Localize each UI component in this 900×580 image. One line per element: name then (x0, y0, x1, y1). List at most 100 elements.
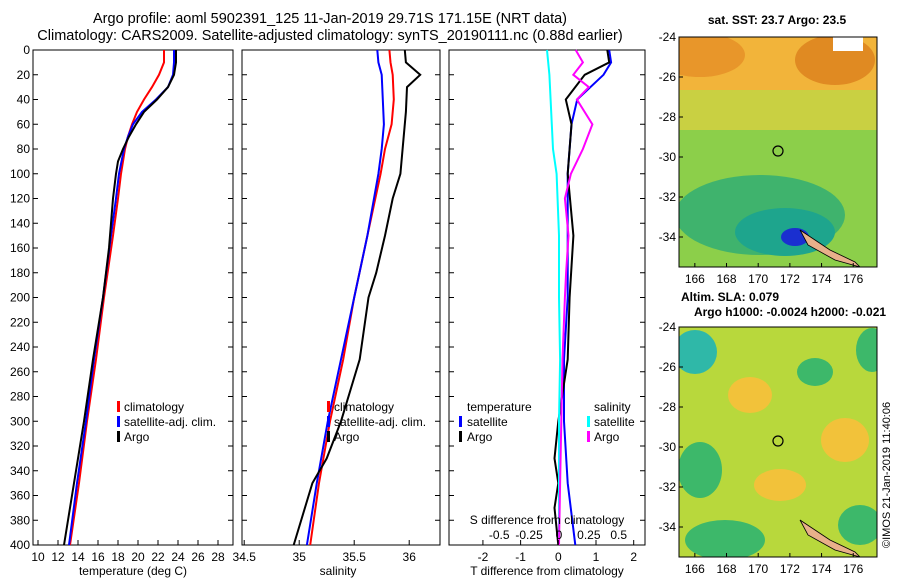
temperature-xtick-label: 12 (51, 550, 65, 564)
difference-top-xtick-label: -0.25 (515, 528, 543, 542)
figure-subtitle: Climatology: CARS2009. Satellite-adjuste… (37, 28, 623, 44)
salinity-xlabel: salinity (320, 564, 357, 578)
difference-line-s-argo (558, 49, 594, 546)
salinity-line-climatology (309, 49, 395, 546)
legend-climatology-label: climatology (124, 400, 184, 414)
sst-ytick-label: -30 (659, 150, 677, 164)
difference-top-xlabel: S difference from climatology (470, 513, 625, 527)
salinity-xtick-label: 36 (403, 550, 417, 564)
salinity-xtick-label: 35 (293, 550, 307, 564)
sla-low-patch (838, 505, 877, 545)
temperature-ytick-label: 360 (10, 489, 30, 503)
difference-xtick-label: 2 (630, 550, 637, 564)
salinity-axes-frame (241, 49, 441, 546)
sst-land-new-zealand (799, 229, 861, 267)
temperature-ytick-label: 220 (10, 315, 30, 329)
legend-satellite-swatch (117, 416, 120, 427)
temperature-line-satellite-adj-clim- (68, 50, 175, 546)
sal-legend-satellite-label: satellite-adj. clim. (334, 415, 426, 429)
sla-low-patch (679, 330, 717, 374)
sla-map: Altim. SLA: 0.079 Argo h1000: -0.0024 h2… (659, 290, 887, 576)
sla-high-patch (728, 377, 772, 413)
sst-map: sat. SST: 23.7 Argo: 23.5 166 168 170 172 17… (659, 13, 878, 286)
legend-salinity-title: salinity (594, 400, 631, 414)
sla-xtick-label: 174 (812, 562, 832, 576)
sst-ytick-label: -28 (659, 110, 677, 124)
sla-xtick-label: 172 (780, 562, 800, 576)
difference-xtick-label: -2 (478, 550, 489, 564)
sst-xtick-label: 168 (717, 272, 737, 286)
sla-ytick-label: -32 (659, 480, 677, 494)
temperature-xtick-label: 20 (131, 550, 145, 564)
legend-t-satellite-label: satellite (467, 415, 508, 429)
sla-low-patch (797, 358, 833, 386)
temperature-legend: climatology satellite-adj. clim. Argo (117, 400, 216, 444)
legend-t-argo-swatch (459, 431, 462, 442)
sla-xtick-label: 176 (843, 562, 863, 576)
temperature-panel: 10 12 14 16 18 20 22 24 26 28 0 20 40 60 80 100 120 140 1… (10, 43, 234, 578)
salinity-panel: 34.5 35 35.5 36 salinity climatology satell… (233, 49, 441, 578)
sla-ytick-label: -26 (659, 360, 677, 374)
temperature-ytick-label: 200 (10, 291, 30, 305)
salinity-xtick-label: 34.5 (233, 550, 257, 564)
sla-xtick-label: 168 (717, 562, 737, 576)
legend-temperature-title: temperature (467, 400, 532, 414)
temperature-xtick-label: 14 (71, 550, 85, 564)
sal-legend-argo-label: Argo (334, 430, 360, 444)
temperature-xtick-label: 22 (151, 550, 165, 564)
temperature-ytick-label: 140 (10, 216, 30, 230)
temperature-xtick-label: 16 (91, 550, 105, 564)
sla-ytick-label: -34 (659, 520, 677, 534)
sst-xtick-label: 170 (748, 272, 768, 286)
temperature-xtick-label: 26 (191, 550, 205, 564)
sst-xtick-label: 172 (780, 272, 800, 286)
sst-map-title: sat. SST: 23.7 Argo: 23.5 (708, 13, 847, 27)
temperature-ytick-label: 300 (10, 414, 30, 428)
sla-map-subtitle: Argo h1000: -0.0024 h2000: -0.021 (694, 305, 886, 319)
legend-argo-swatch (117, 431, 120, 442)
temperature-line-climatology (69, 50, 165, 546)
sst-ytick-label: -24 (659, 30, 677, 44)
sla-low-patch (679, 442, 722, 498)
sst-warm-patch (679, 37, 745, 77)
difference-axes-frame (448, 49, 646, 546)
sla-low-patch (685, 520, 765, 557)
temperature-ytick-label: 0 (23, 43, 30, 57)
temperature-ytick-label: 20 (17, 68, 31, 82)
temperature-xtick-label: 18 (111, 550, 125, 564)
difference-top-xtick-label: 0.5 (610, 528, 627, 542)
legend-climatology-swatch (117, 401, 120, 412)
legend-argo-label: Argo (124, 430, 150, 444)
difference-top-xtick-label: 0 (556, 528, 563, 542)
legend-s-argo-label: Argo (594, 430, 620, 444)
temperature-ytick-label: 280 (10, 390, 30, 404)
legend-s-satellite-label: satellite (594, 415, 635, 429)
temperature-ytick-label: 100 (10, 167, 30, 181)
temperature-ytick-label: 320 (10, 439, 30, 453)
sla-land-new-zealand (799, 519, 861, 557)
temperature-ytick-label: 340 (10, 464, 30, 478)
difference-line-s-satellite (546, 49, 562, 545)
sla-low-patch (856, 328, 877, 372)
sla-ytick-label: -30 (659, 440, 677, 454)
difference-panel: -2 -1 0 1 2 -0.5 -0.25 0 0.25 0.5 T difference f… (448, 49, 646, 578)
sst-argo-location-marker (772, 145, 784, 157)
legend-s-argo-swatch (587, 431, 590, 442)
difference-top-xtick-label: 0.25 (577, 528, 601, 542)
sla-ytick-label: -28 (659, 400, 677, 414)
salinity-line-argo (292, 49, 422, 546)
difference-xtick-label: -1 (515, 550, 526, 564)
sst-yellow-band (679, 90, 877, 130)
temperature-ytick-label: 160 (10, 241, 30, 255)
temperature-ytick-label: 60 (17, 117, 31, 131)
temperature-ytick-label: 240 (10, 340, 30, 354)
sla-map-title: Altim. SLA: 0.079 (681, 290, 779, 304)
sla-high-patch (821, 418, 869, 462)
sal-legend-climatology-swatch (327, 401, 330, 412)
temperature-xtick-label: 28 (211, 550, 225, 564)
temperature-xtick-label: 24 (171, 550, 185, 564)
temperature-xlabel: temperature (deg C) (79, 564, 187, 578)
difference-xtick-label: 1 (593, 550, 600, 564)
legend-t-satellite-swatch (459, 416, 462, 427)
